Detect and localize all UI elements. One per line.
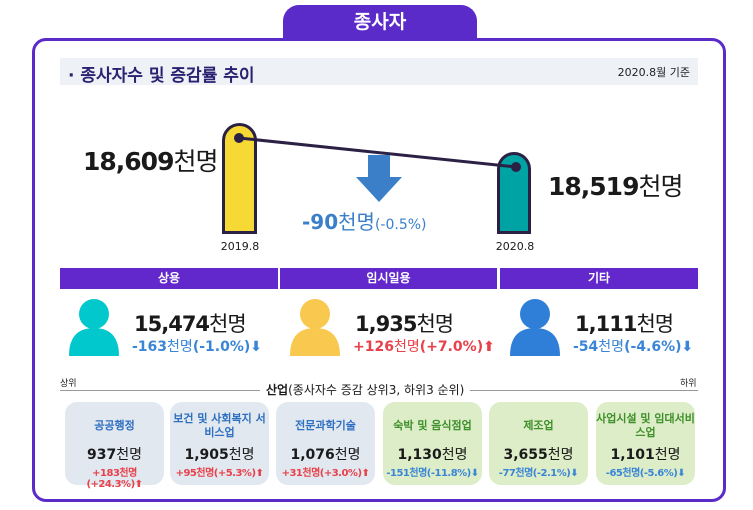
category-temporary: 임시일용 <box>280 268 497 289</box>
arrow-up-icon: ⬆ <box>361 468 370 479</box>
arrow-down-icon: ⬇ <box>677 468 686 479</box>
industry-change: +95천명(+5.3%)⬆ <box>175 468 264 479</box>
industry-card: 보건 및 사회복지 서비스업 1,905천명 +95천명(+5.3%)⬆ <box>170 402 269 485</box>
industry-name: 보건 및 사회복지 서비스업 <box>173 412 266 439</box>
bottom-label: 하위 <box>680 379 697 389</box>
date-label: 2020.8월 기준 <box>617 66 690 79</box>
main-panel <box>32 38 726 502</box>
point-2019 <box>234 133 244 143</box>
category-value: 1,111천명 <box>575 312 674 336</box>
section-tab[interactable]: 종사자 <box>283 5 477 39</box>
top-label: 상위 <box>60 379 77 389</box>
category-change: -54천명(-4.6%)⬇ <box>573 339 694 355</box>
arrow-down-icon: ⬇ <box>250 339 262 355</box>
category-value: 1,935천명 <box>355 312 454 336</box>
point-2020 <box>511 162 521 172</box>
industry-card: 숙박 및 음식점업 1,130천명 -151천명(-11.8%)⬇ <box>383 402 482 485</box>
value-2019: 18,609천명 <box>83 147 219 176</box>
person-icon <box>510 299 560 356</box>
trend-change: -90천명(-0.5%) <box>302 210 427 234</box>
category-value: 15,474천명 <box>134 312 247 336</box>
arrow-down-icon: ⬇ <box>470 468 479 479</box>
category-change: +126천명(+7.0%)⬆ <box>353 339 495 355</box>
industry-card: 제조업 3,655천명 -77천명(-2.1%)⬇ <box>489 402 588 485</box>
year-2019: 2019.8 <box>220 240 260 253</box>
industry-value: 1,076천명 <box>290 447 361 463</box>
industry-change: -77천명(-2.1%)⬇ <box>498 468 579 479</box>
industry-name: 전문과학기술 <box>295 419 356 432</box>
arrow-down-icon: ⬇ <box>681 339 694 355</box>
arrow-up-icon: ⬆ <box>483 339 495 355</box>
arrow-up-icon: ⬆ <box>255 468 264 479</box>
person-icon <box>290 299 340 356</box>
industry-value: 937천명 <box>87 447 142 463</box>
value-2020: 18,519천명 <box>548 172 684 201</box>
industry-card: 전문과학기술 1,076천명 +31천명(+3.0%)⬆ <box>276 402 375 485</box>
section-title: · 종사자수 및 증감률 추이 <box>68 66 255 86</box>
industry-value: 1,130천명 <box>397 447 468 463</box>
industry-change: -65천명(-5.6%)⬇ <box>605 468 686 479</box>
industry-name: 숙박 및 음식점업 <box>393 419 472 432</box>
industry-value: 1,101천명 <box>610 447 681 463</box>
arrow-up-icon: ⬆ <box>134 479 143 490</box>
industry-heading: 산업(종사자수 증감 상위3, 하위3 순위) <box>260 381 471 398</box>
industry-card: 공공행정 937천명 +183천명(+24.3%)⬆ <box>65 402 164 490</box>
industry-name: 공공행정 <box>94 419 135 432</box>
industry-change: +183천명(+24.3%)⬆ <box>86 468 143 490</box>
category-regular: 상용 <box>60 268 278 289</box>
industry-name: 제조업 <box>523 419 554 432</box>
year-2020: 2020.8 <box>495 240 535 253</box>
category-change: -163천명(-1.0%)⬇ <box>132 339 262 355</box>
industry-value: 3,655천명 <box>503 447 574 463</box>
industry-change: +31천명(+3.0%)⬆ <box>281 468 370 479</box>
section-header: · 종사자수 및 증감률 추이 2020.8월 기준 <box>60 58 698 86</box>
arrow-down-icon: ⬇ <box>570 468 579 479</box>
industry-change: -151천명(-11.8%)⬇ <box>386 468 479 479</box>
industry-value: 1,905천명 <box>184 447 255 463</box>
category-other: 기타 <box>500 268 698 289</box>
industry-card: 사업시설 및 임대서비스업 1,101천명 -65천명(-5.6%)⬇ <box>596 402 695 485</box>
industry-name: 사업시설 및 임대서비스업 <box>596 412 695 439</box>
arrow-down-icon <box>356 155 402 202</box>
person-icon <box>69 299 119 356</box>
